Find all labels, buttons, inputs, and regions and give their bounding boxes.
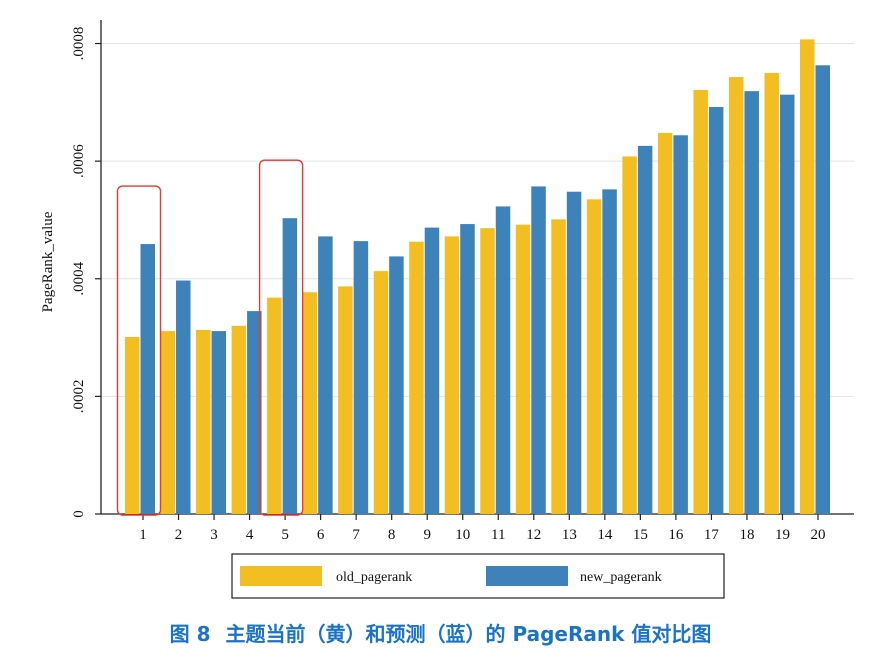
bar-new-pagerank <box>282 218 298 514</box>
legend-label-old: old_pagerank <box>336 570 412 585</box>
x-tick-label: 2 <box>175 527 183 543</box>
x-tick-label: 1 <box>139 527 147 543</box>
x-tick-label: 20 <box>811 527 826 543</box>
x-tick-label: 6 <box>317 527 325 543</box>
x-tick-label: 8 <box>388 527 396 543</box>
bar-old-pagerank <box>444 236 460 514</box>
bar-old-pagerank <box>515 224 531 514</box>
bar-new-pagerank <box>140 244 155 515</box>
bar-old-pagerank <box>373 271 389 514</box>
x-tick-label: 11 <box>491 527 505 543</box>
figure-caption-text: 主题当前（黄）和预测（蓝）的 PageRank 值对比图 <box>225 622 712 646</box>
bar-new-pagerank <box>318 236 333 514</box>
x-tick-label: 17 <box>704 527 720 543</box>
y-tick-labels: 0 .0002 .0004 .0006 .0008 <box>71 27 87 518</box>
bar-old-pagerank <box>728 77 744 515</box>
bar-old-pagerank <box>125 336 140 514</box>
highlight-box <box>116 185 162 516</box>
bar-new-pagerank <box>566 191 582 514</box>
bar-new-pagerank <box>637 145 653 514</box>
bar-old-pagerank <box>480 228 495 514</box>
figure-label: 图 8 <box>169 622 211 646</box>
bar-new-pagerank <box>744 91 759 515</box>
bars <box>125 39 830 515</box>
y-tick-label: .0004 <box>71 261 87 295</box>
y-tick-label: .0008 <box>71 27 87 61</box>
bar-old-pagerank <box>800 39 815 515</box>
bar-new-pagerank <box>460 224 475 515</box>
y-tick-label: .0002 <box>71 380 87 414</box>
x-tick-label: 4 <box>246 527 254 543</box>
bar-old-pagerank <box>338 286 353 514</box>
bar-old-pagerank <box>693 89 708 514</box>
bar-new-pagerank <box>815 65 830 515</box>
bar-old-pagerank <box>586 199 602 514</box>
bar-new-pagerank <box>673 135 688 514</box>
x-tick-label: 16 <box>668 527 684 543</box>
figure-caption: 图 8 主题当前（黄）和预测（蓝）的 PageRank 值对比图 <box>0 618 881 647</box>
bar-old-pagerank <box>657 132 673 514</box>
bar-old-pagerank <box>551 219 566 514</box>
highlight-boxes <box>116 159 304 516</box>
axes <box>95 20 854 520</box>
bar-old-pagerank <box>764 72 779 514</box>
bar-old-pagerank <box>409 241 424 514</box>
highlight-box <box>258 159 304 516</box>
bar-old-pagerank <box>160 331 176 514</box>
x-tick-label: 5 <box>281 527 289 543</box>
bar-new-pagerank <box>211 331 227 514</box>
bar-old-pagerank <box>302 292 318 514</box>
bar-new-pagerank <box>602 189 617 514</box>
bar-new-pagerank <box>779 94 795 514</box>
x-tick-labels: 1 2 3 4 5 6 7 8 9 10 11 12 13 14 15 16 17 18 19 20 <box>139 527 825 543</box>
y-tick-label: 0 <box>71 510 87 518</box>
bar-new-pagerank <box>176 280 191 514</box>
grid-lines <box>101 43 854 397</box>
x-tick-label: 10 <box>455 527 470 543</box>
y-axis-title: PageRank_value <box>40 211 56 312</box>
x-tick-label: 7 <box>352 527 360 543</box>
x-tick-label: 12 <box>526 527 541 543</box>
x-tick-label: 18 <box>739 527 754 543</box>
legend-swatch-old <box>240 566 322 586</box>
legend-label-new: new_pagerank <box>580 570 662 585</box>
pagerank-bar-chart: 1 2 3 4 5 6 7 8 9 10 11 12 13 14 15 16 17 18 19 20 0.0002.0… <box>40 20 854 599</box>
bar-old-pagerank <box>622 156 637 514</box>
y-tick-label: .0006 <box>71 144 87 178</box>
bar-new-pagerank <box>708 107 724 515</box>
x-tick-label: 19 <box>775 527 790 543</box>
x-tick-label: 14 <box>597 527 613 543</box>
bar-new-pagerank <box>531 186 546 514</box>
x-tick-label: 15 <box>633 527 648 543</box>
legend-swatch-new <box>486 566 568 586</box>
bar-new-pagerank <box>389 256 404 514</box>
x-tick-label: 13 <box>562 527 577 543</box>
bar-old-pagerank <box>231 325 247 514</box>
bar-old-pagerank <box>196 329 211 514</box>
bar-new-pagerank <box>247 311 262 514</box>
bar-new-pagerank <box>353 241 369 514</box>
bar-new-pagerank <box>495 206 511 514</box>
bar-new-pagerank <box>424 227 440 514</box>
x-tick-label: 3 <box>210 527 218 543</box>
x-tick-label: 9 <box>423 527 431 543</box>
bar-old-pagerank <box>267 297 282 514</box>
legend: old_pagerank new_pagerank <box>231 553 725 599</box>
